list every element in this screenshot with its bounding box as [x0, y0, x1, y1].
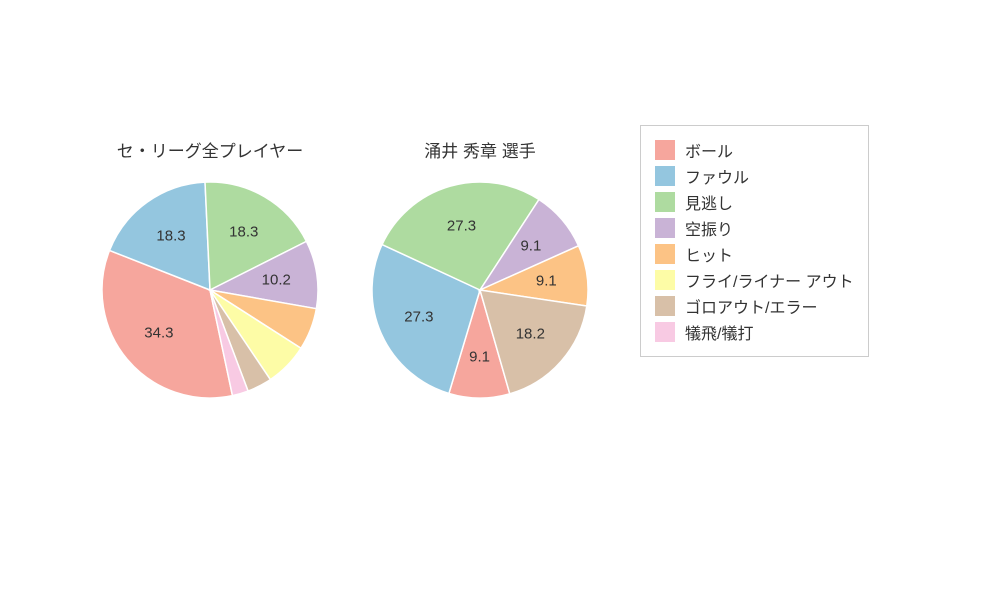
pie-league: セ・リーグ全プレイヤー 34.318.318.310.2: [102, 182, 318, 398]
pie-slice-label-ball: 9.1: [469, 348, 490, 365]
legend-label-swinging: 空振り: [685, 216, 733, 240]
pie-slice-label-hit: 9.1: [536, 272, 557, 289]
pie-player: 涌井 秀章 選手 9.127.327.39.19.118.2: [372, 182, 588, 398]
pie-league-svg: [102, 182, 318, 398]
pie-slice-label-looking: 18.3: [229, 224, 258, 241]
pie-slice-label-looking: 27.3: [447, 217, 476, 234]
legend-label-looking: 見逃し: [685, 190, 733, 214]
pie-slice-label-ground_out: 18.2: [516, 326, 545, 343]
legend-item-hit: ヒット: [655, 242, 854, 266]
legend-item-ball: ボール: [655, 138, 854, 162]
pie-slice-label-swinging: 10.2: [262, 272, 291, 289]
legend-swatch-ball: [655, 140, 675, 160]
pie-slice-label-foul: 18.3: [156, 227, 185, 244]
legend-item-foul: ファウル: [655, 164, 854, 188]
legend-swatch-fly_out: [655, 270, 675, 290]
legend-swatch-hit: [655, 244, 675, 264]
pie-league-title: セ・リーグ全プレイヤー: [102, 137, 318, 162]
legend-label-fly_out: フライ/ライナー アウト: [685, 268, 854, 292]
legend: ボールファウル見逃し空振りヒットフライ/ライナー アウトゴロアウト/エラー犠飛/…: [640, 125, 869, 357]
legend-swatch-swinging: [655, 218, 675, 238]
legend-swatch-ground_out: [655, 296, 675, 316]
legend-item-ground_out: ゴロアウト/エラー: [655, 294, 854, 318]
legend-swatch-sac: [655, 322, 675, 342]
legend-item-swinging: 空振り: [655, 216, 854, 240]
legend-label-sac: 犠飛/犠打: [685, 320, 753, 344]
legend-label-hit: ヒット: [685, 242, 733, 266]
chart-container: セ・リーグ全プレイヤー 34.3 18.3 18.3 10.2 涌井 秀章 選手 9.…: [0, 0, 1000, 600]
legend-item-sac: 犠飛/犠打: [655, 320, 854, 344]
pie-slice-label-foul: 27.3: [404, 309, 433, 326]
pie-player-title: 涌井 秀章 選手: [372, 137, 588, 162]
legend-label-foul: ファウル: [685, 164, 749, 188]
legend-label-ground_out: ゴロアウト/エラー: [685, 294, 817, 318]
legend-item-fly_out: フライ/ライナー アウト: [655, 268, 854, 292]
legend-swatch-looking: [655, 192, 675, 212]
legend-swatch-foul: [655, 166, 675, 186]
pie-slice-label-swinging: 9.1: [520, 238, 541, 255]
pie-player-svg: [372, 182, 588, 398]
legend-item-looking: 見逃し: [655, 190, 854, 214]
legend-label-ball: ボール: [685, 138, 733, 162]
pie-slice-label-ball: 34.3: [144, 325, 173, 342]
